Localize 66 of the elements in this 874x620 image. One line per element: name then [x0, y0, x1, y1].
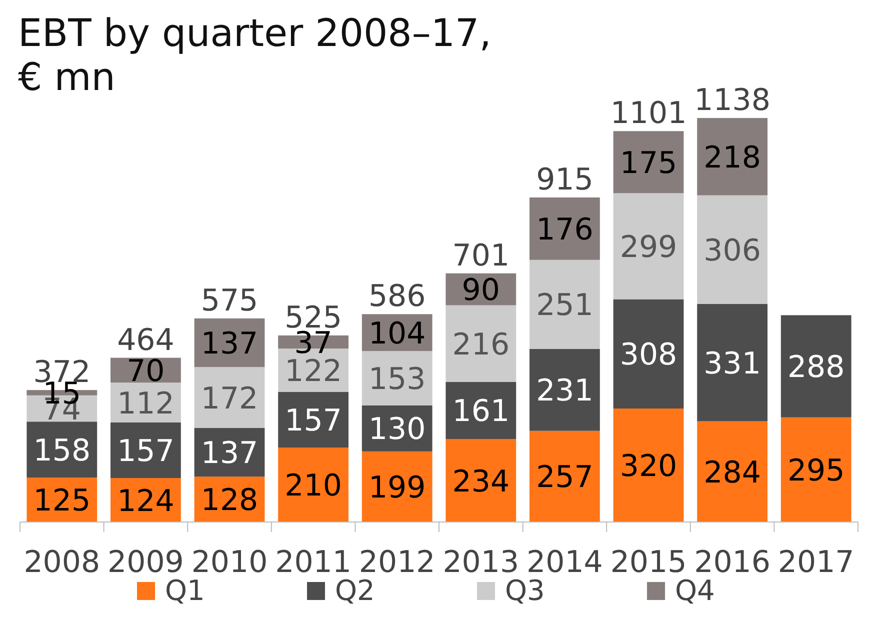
bar — [530, 197, 600, 260]
data-label: 251 — [536, 288, 594, 324]
bar — [780, 417, 852, 522]
bar — [697, 304, 768, 422]
total-label: 701 — [452, 238, 510, 274]
data-label: 124 — [117, 484, 174, 519]
data-label: 257 — [536, 460, 594, 496]
data-label: 308 — [620, 338, 678, 373]
total-label: 1101 — [610, 96, 687, 132]
bar — [446, 305, 516, 382]
bar — [530, 430, 600, 522]
data-label: 157 — [284, 403, 342, 438]
data-label: 295 — [787, 453, 845, 488]
bar — [613, 193, 684, 300]
data-label: 122 — [284, 354, 342, 389]
total-label: 915 — [536, 162, 594, 198]
data-label: 104 — [368, 316, 426, 352]
bar — [530, 348, 600, 431]
data-label: 306 — [704, 233, 761, 268]
data-label: 234 — [452, 464, 510, 500]
bar — [697, 195, 768, 304]
data-label: 172 — [200, 381, 258, 416]
bar — [278, 392, 348, 448]
data-label: 128 — [200, 483, 258, 518]
bar — [446, 439, 516, 522]
data-label: 125 — [33, 484, 91, 519]
data-label: 137 — [200, 326, 258, 362]
data-label: 161 — [452, 394, 510, 430]
bar — [362, 451, 432, 522]
data-label: 218 — [704, 140, 761, 176]
x-tick-label: 2008 — [24, 545, 100, 580]
bar — [362, 351, 432, 406]
data-label: 216 — [452, 327, 510, 362]
data-label: 284 — [704, 455, 761, 490]
data-label: 175 — [620, 146, 678, 181]
bar — [530, 260, 600, 349]
data-label: 112 — [117, 386, 174, 422]
data-label: 288 — [787, 350, 845, 386]
bar — [194, 366, 265, 428]
data-label: 158 — [33, 433, 91, 468]
data-label: 153 — [368, 362, 426, 397]
data-label: 210 — [284, 468, 342, 504]
bar — [110, 422, 181, 478]
data-label: 331 — [704, 346, 761, 382]
bar — [446, 382, 516, 439]
bar — [697, 421, 768, 522]
data-label: 320 — [620, 449, 678, 484]
bar — [697, 118, 768, 196]
data-label: 90 — [462, 273, 500, 308]
data-label: 137 — [200, 436, 258, 472]
bar — [613, 299, 684, 408]
chart-title: EBT by quarter 2008–17, € mn — [18, 11, 492, 99]
bar — [613, 408, 684, 522]
data-label: 299 — [620, 230, 678, 266]
bar — [780, 315, 852, 418]
total-label: 575 — [200, 283, 258, 318]
data-label: 176 — [536, 212, 594, 248]
data-label: 130 — [368, 412, 426, 448]
data-label: 157 — [117, 434, 174, 469]
x-tick-label: 2017 — [778, 545, 854, 580]
total-label: 1138 — [694, 83, 770, 118]
data-label: 231 — [536, 374, 594, 409]
total-label: 586 — [368, 279, 426, 314]
bar — [613, 131, 684, 194]
bar — [278, 448, 348, 522]
data-label: 199 — [368, 470, 426, 506]
